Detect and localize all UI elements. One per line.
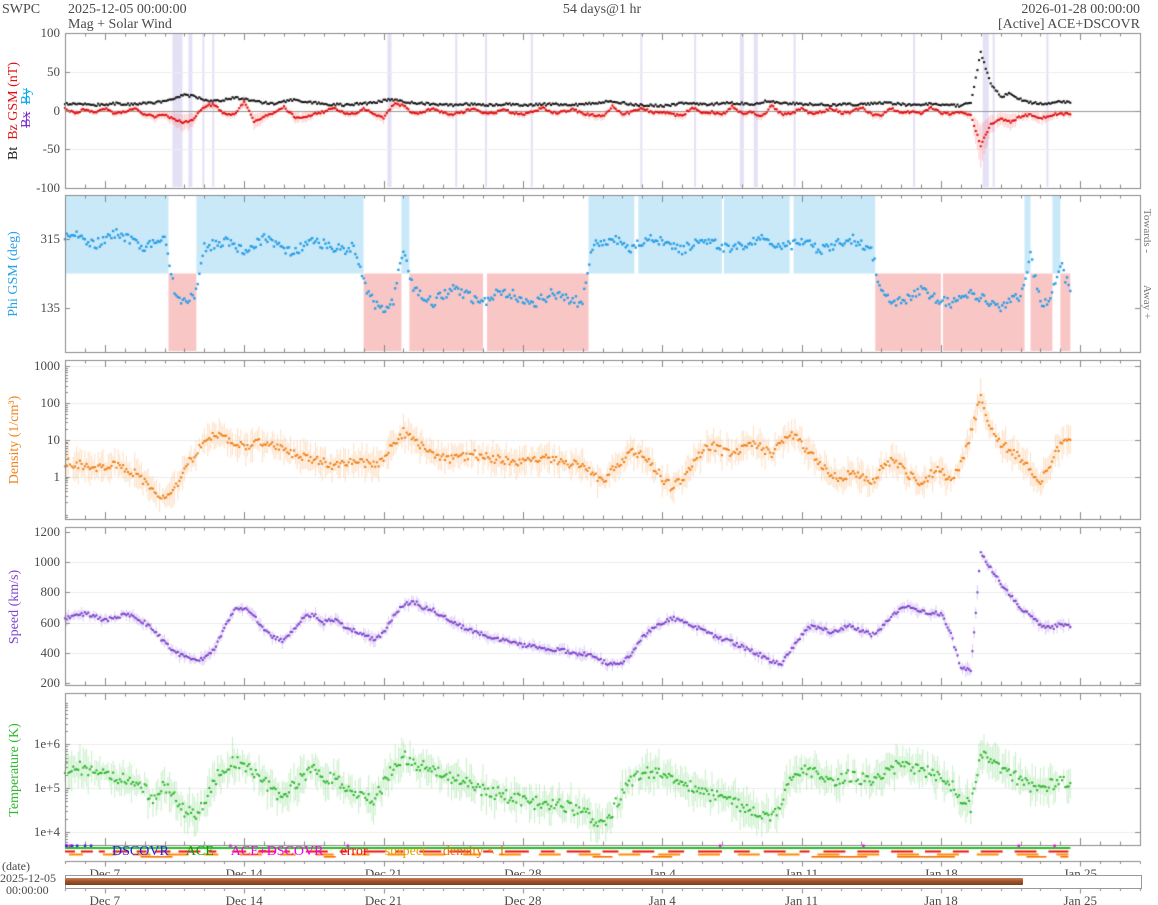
legend-item-dscovr[interactable]: DSCOVR xyxy=(112,844,169,859)
selector-start-time: 00:00:00 xyxy=(6,883,49,897)
date-axis-caption: (date) xyxy=(2,859,30,873)
date-tick-dec-28: Dec 28 xyxy=(504,893,542,905)
sector-label-away: Away + xyxy=(1141,284,1153,320)
date-tick-dec-14: Dec 14 xyxy=(225,893,263,905)
selector-start-date: 2025-12-05 xyxy=(0,871,56,885)
y-tick-speed-200: 200 xyxy=(40,674,61,690)
range-start-datetime: 2025-12-05 00:00:00 xyxy=(68,2,187,17)
legend-item-error[interactable]: error xyxy=(340,844,368,859)
legend-item-ace-dscovr[interactable]: ACE+DSCOVR xyxy=(230,844,324,859)
y-tick-density-1000: 1000 xyxy=(34,358,60,374)
legend-item-ace[interactable]: ACE xyxy=(185,844,214,859)
y-axis-label-temperature[interactable]: Temperature (K) xyxy=(7,723,22,817)
y-tick-mag--100: -100 xyxy=(36,180,60,195)
range-duration: 54 days@1 hr xyxy=(562,2,642,17)
y-tick-mag-0: 0 xyxy=(53,102,61,118)
y-tick-speed-400: 400 xyxy=(40,644,61,660)
y-tick-speed-600: 600 xyxy=(40,614,61,630)
y-tick-density-100: 100 xyxy=(40,395,61,411)
date-tick-jan-18: Jan 18 xyxy=(924,893,958,905)
y-tick-density-1: 1 xyxy=(53,468,61,484)
date-tick-jan-4: Jan 4 xyxy=(648,893,676,905)
y-tick-speed-800: 800 xyxy=(40,584,61,600)
app-title: SWPC xyxy=(2,2,41,17)
y-tick-mag-50: 50 xyxy=(47,63,60,79)
source-flag-legend: DSCOVR ACE ACE+DSCOVR error suspect density <… xyxy=(112,844,505,860)
y-tick-speed-1000: 1000 xyxy=(34,554,60,570)
date-tick-jan-11: Jan 11 xyxy=(785,893,819,905)
y-axis-label-speed[interactable]: Speed (km/s) xyxy=(7,569,22,645)
legend-item-density-1[interactable]: density < 1 xyxy=(442,844,506,859)
range-end-datetime: 2026-01-28 00:00:00 xyxy=(1021,2,1140,17)
y-tick-speed-1200: 1200 xyxy=(34,524,60,540)
source-status: [Active] ACE+DSCOVR xyxy=(997,17,1140,32)
sector-label-towards: Towards - xyxy=(1141,208,1153,254)
y-tick-mag--50: -50 xyxy=(42,141,60,157)
y-tick-temperature-1e+6: 1e+6 xyxy=(33,736,60,752)
time-range-selector-bar[interactable] xyxy=(65,878,1023,885)
date-tick-dec-21: Dec 21 xyxy=(364,893,403,905)
date-tick-jan-25: Jan 25 xyxy=(1063,893,1098,905)
date-tick-dec-7: Dec 7 xyxy=(89,893,121,905)
y-tick-temperature-1e+4: 1e+4 xyxy=(33,823,60,839)
legend-item-suspect[interactable]: suspect xyxy=(384,844,426,859)
y-tick-phi-315: 315 xyxy=(40,230,61,246)
y-tick-temperature-1e+5: 1e+5 xyxy=(33,780,60,796)
y-tick-density-10: 10 xyxy=(47,431,60,447)
y-tick-mag-100: 100 xyxy=(40,25,61,40)
y-tick-phi-135: 135 xyxy=(40,300,61,316)
plot-title: Mag + Solar Wind xyxy=(68,17,172,32)
